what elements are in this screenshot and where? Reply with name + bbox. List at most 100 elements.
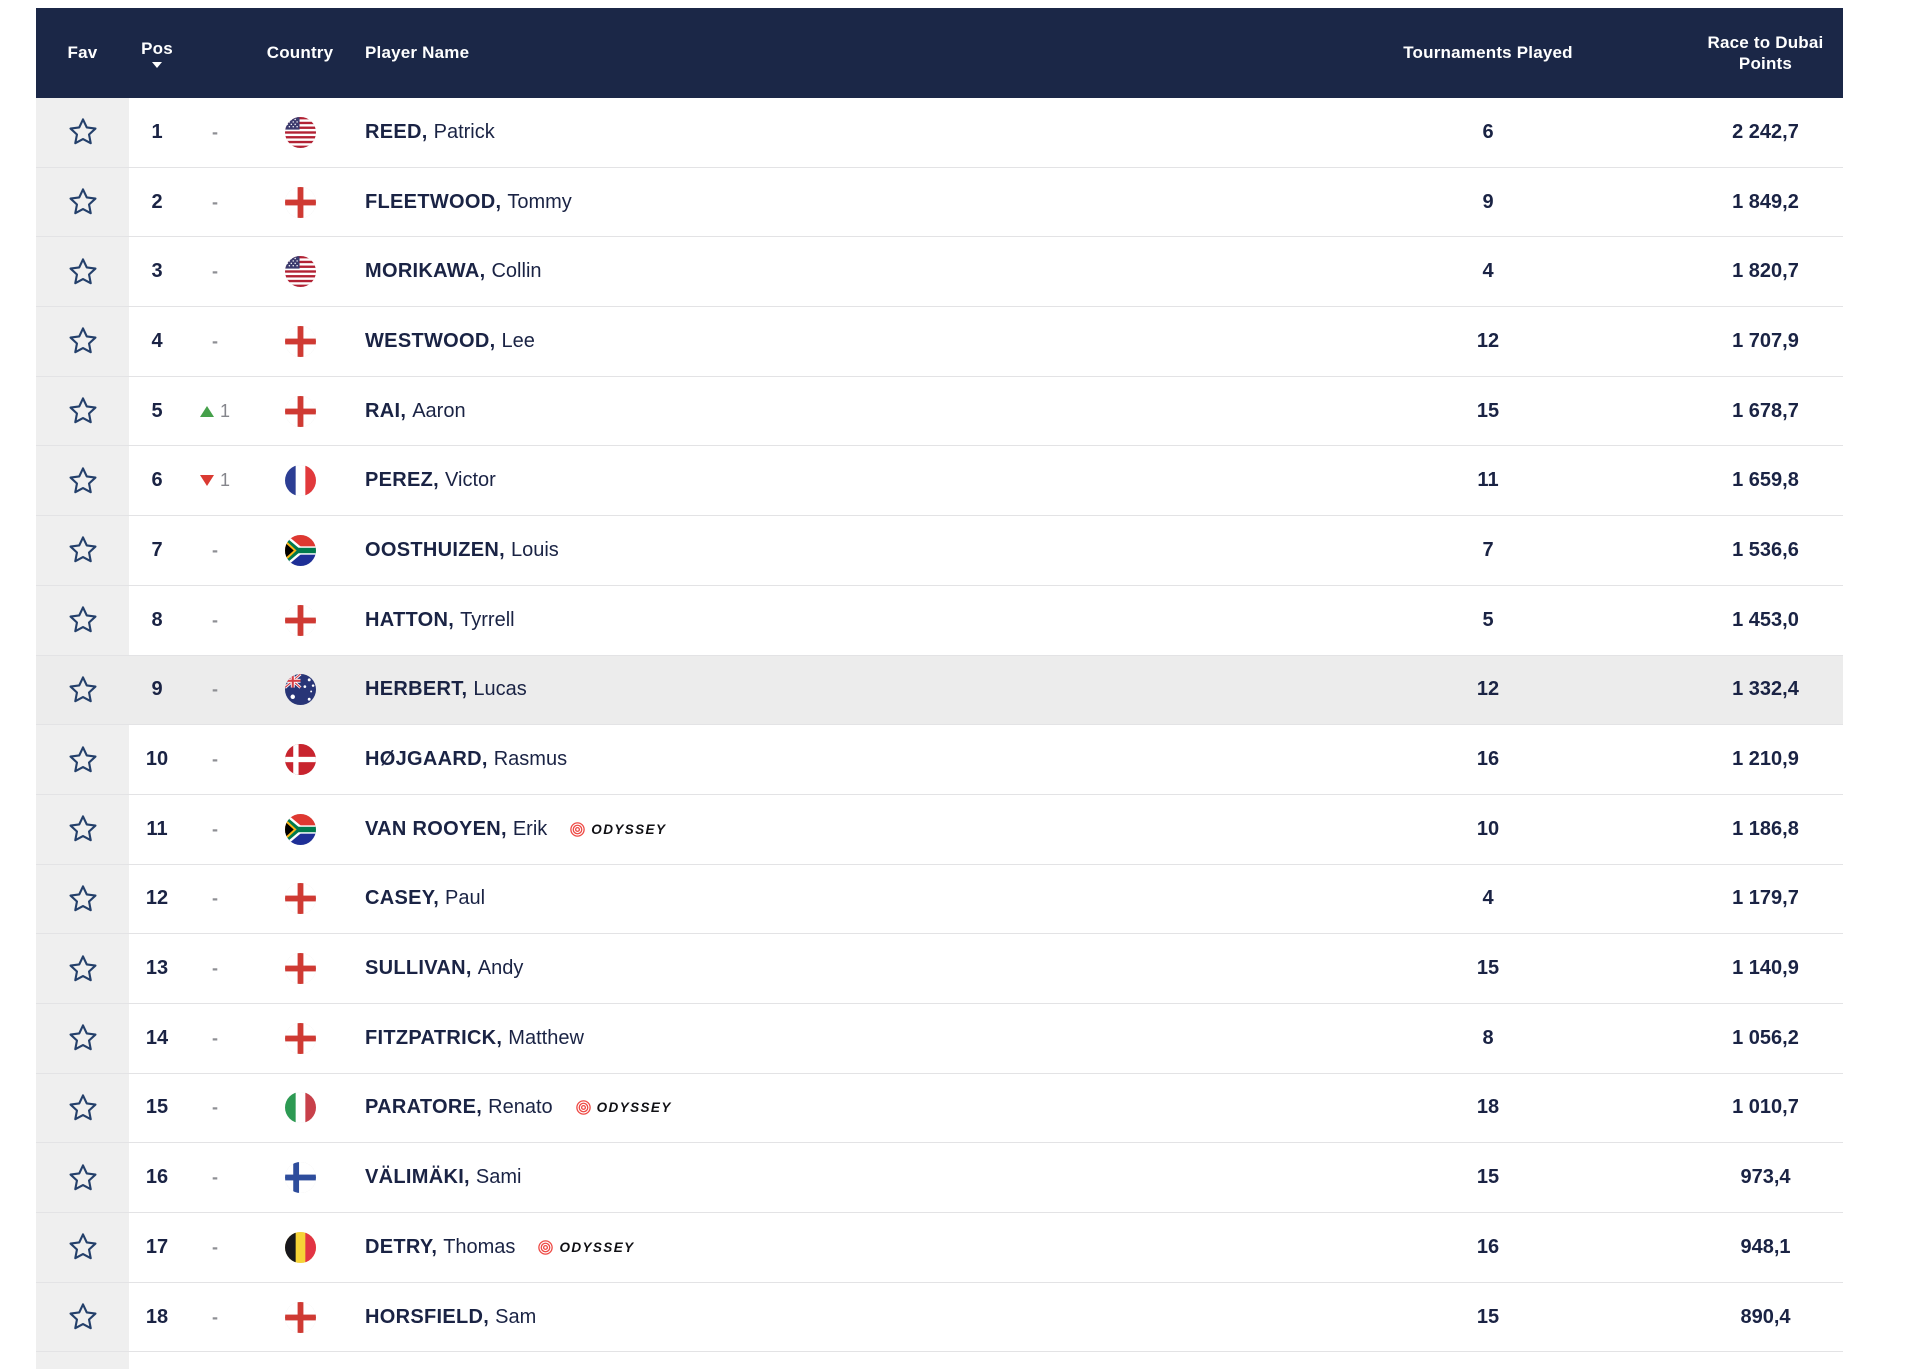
- favorite-star-button[interactable]: [66, 533, 100, 567]
- tournaments-played-value: 12: [1476, 329, 1500, 352]
- star-icon: [68, 118, 97, 145]
- position-change: 1: [185, 377, 245, 446]
- player-row[interactable]: 16 - VÄLIMÄKI, Sami 15 973,4: [36, 1143, 1843, 1213]
- tournaments-played-value: 15: [1476, 1166, 1500, 1189]
- favorite-star-button[interactable]: [66, 255, 100, 289]
- row-spacer: [1578, 586, 1688, 655]
- player-row[interactable]: 1 - REED, Patrick 6 2 242,7: [36, 98, 1843, 168]
- position-value: 14: [145, 1026, 169, 1049]
- position-change: -: [185, 1283, 245, 1352]
- favorite-cell: [36, 98, 129, 167]
- race-to-dubai-points-value: 890,4: [1740, 1305, 1791, 1328]
- odyssey-logo-icon: [538, 1240, 554, 1255]
- player-row[interactable]: 15 - PARATORE, Renato ODYSSEY 18 1 010,7: [36, 1073, 1843, 1144]
- player-name: RAI, Aaron: [355, 377, 1398, 446]
- favorite-star-button[interactable]: [66, 1161, 100, 1195]
- favorite-star-button[interactable]: [66, 1021, 100, 1055]
- tournaments-played-value: 11: [1477, 469, 1499, 492]
- favorite-star-button[interactable]: [66, 1300, 100, 1334]
- favorite-star-button[interactable]: [66, 812, 100, 846]
- player-row[interactable]: 2 - FLEETWOOD, Tommy 9 1 849,2: [36, 167, 1843, 238]
- country-cell: [245, 307, 355, 376]
- player-row[interactable]: 14 - FITZPATRICK, Matthew 8 1 056,2: [36, 1003, 1843, 1074]
- favorite-star-button[interactable]: [66, 394, 100, 428]
- position-change: -: [185, 865, 245, 934]
- player-name: DETRY, Thomas ODYSSEY: [355, 1213, 1398, 1282]
- player-row[interactable]: 4 - WESTWOOD, Lee 12 1 707,9: [36, 307, 1843, 377]
- favorite-star-button[interactable]: [66, 952, 100, 986]
- player-row[interactable]: 9 - HERBERT, Lucas 12 1 332,4: [36, 655, 1843, 726]
- player-first-name: Renato: [488, 1096, 553, 1119]
- race-to-dubai-points-value: 1 056,2: [1732, 1026, 1799, 1049]
- player-first-name: Rasmus: [493, 748, 568, 771]
- favorite-star-button[interactable]: [66, 115, 100, 149]
- player-name: HERBERT, Lucas: [355, 656, 1398, 725]
- favorite-star-button[interactable]: [66, 1091, 100, 1125]
- player-row[interactable]: 13 - SULLIVAN, Andy 15 1 140,9: [36, 934, 1843, 1004]
- favorite-star-button[interactable]: [66, 673, 100, 707]
- position-value: 11: [146, 817, 168, 840]
- player-first-name: Erik: [512, 817, 548, 840]
- player-surname: DETRY,: [365, 1235, 438, 1258]
- player-first-name: Paul: [445, 887, 486, 910]
- odyssey-badge: ODYSSEY: [537, 1239, 634, 1256]
- favorite-cell: [36, 237, 129, 307]
- flag-fra-icon: [284, 465, 316, 497]
- player-row[interactable]: 18 - HORSFIELD, Sam 15 890,4: [36, 1282, 1843, 1353]
- favorite-cell: [36, 1143, 129, 1212]
- favorite-star-button[interactable]: [66, 882, 100, 916]
- favorite-cell: [36, 585, 129, 655]
- star-icon: [68, 1024, 97, 1051]
- header-fav: Fav: [67, 43, 98, 63]
- player-row[interactable]: 10 - HØJGAARD, Rasmus 16 1 210,9: [36, 725, 1843, 795]
- player-row[interactable]: 11 - VAN ROOYEN, Erik ODYSSEY 10 1 186,8: [36, 794, 1843, 865]
- position-change: -: [185, 1213, 245, 1282]
- favorite-star-button[interactable]: [66, 324, 100, 358]
- move-value: 1: [219, 400, 230, 421]
- position-value: 1: [151, 120, 163, 143]
- race-to-dubai-points-value: 1 332,4: [1732, 678, 1799, 701]
- position-value: 4: [151, 329, 163, 352]
- country-cell: [245, 377, 355, 446]
- position-value: 7: [151, 538, 163, 561]
- header-tournaments-played[interactable]: Tournaments Played: [1403, 43, 1573, 63]
- race-to-dubai-points-value: 1 453,0: [1732, 608, 1799, 631]
- player-row[interactable]: 12 - CASEY, Paul 4 1 179,7: [36, 864, 1843, 935]
- move-value: 1: [219, 470, 230, 491]
- no-move-dash: -: [212, 1167, 218, 1188]
- favorite-star-button[interactable]: [66, 1230, 100, 1264]
- country-cell: [245, 1074, 355, 1143]
- favorite-cell: [36, 655, 129, 725]
- player-row[interactable]: 5 1 RAI, Aaron 15 1 678,7: [36, 376, 1843, 447]
- row-spacer: [1578, 934, 1688, 1003]
- player-row[interactable]: 7 - OOSTHUIZEN, Louis 7 1 536,6: [36, 516, 1843, 586]
- country-cell: [245, 1283, 355, 1352]
- row-spacer: [1578, 1213, 1688, 1282]
- no-move-dash: -: [212, 679, 218, 700]
- flag-usa-icon: [284, 116, 316, 148]
- player-row[interactable]: 3 - MORIKAWA, Collin 4 1 820,7: [36, 237, 1843, 308]
- star-icon: [68, 815, 97, 842]
- row-spacer: [1578, 237, 1688, 306]
- sort-desc-icon: [152, 62, 162, 69]
- player-surname: CASEY,: [365, 887, 440, 910]
- favorite-star-button[interactable]: [66, 603, 100, 637]
- player-row[interactable]: 6 1 PEREZ, Victor 11 1 659,8: [36, 446, 1843, 517]
- header-pos[interactable]: Pos: [129, 38, 185, 69]
- player-name: PARATORE, Renato ODYSSEY: [355, 1074, 1398, 1143]
- row-spacer: [1578, 656, 1688, 725]
- no-move-dash: -: [212, 539, 218, 560]
- player-first-name: Matthew: [508, 1026, 584, 1049]
- header-race-to-dubai-points[interactable]: Race to Dubai Points: [1707, 32, 1824, 73]
- favorite-star-button[interactable]: [66, 464, 100, 498]
- position-change: -: [185, 516, 245, 585]
- player-row[interactable]: 17 - DETRY, Thomas ODYSSEY 16 948,1: [36, 1213, 1843, 1283]
- favorite-star-button[interactable]: [66, 743, 100, 777]
- player-first-name: Lucas: [473, 678, 527, 701]
- player-name: WESTWOOD, Lee: [355, 307, 1398, 376]
- star-icon: [68, 1094, 97, 1121]
- favorite-star-button[interactable]: [66, 185, 100, 219]
- player-first-name: Lee: [501, 329, 535, 352]
- player-row[interactable]: 8 - HATTON, Tyrrell 5 1 453,0: [36, 585, 1843, 656]
